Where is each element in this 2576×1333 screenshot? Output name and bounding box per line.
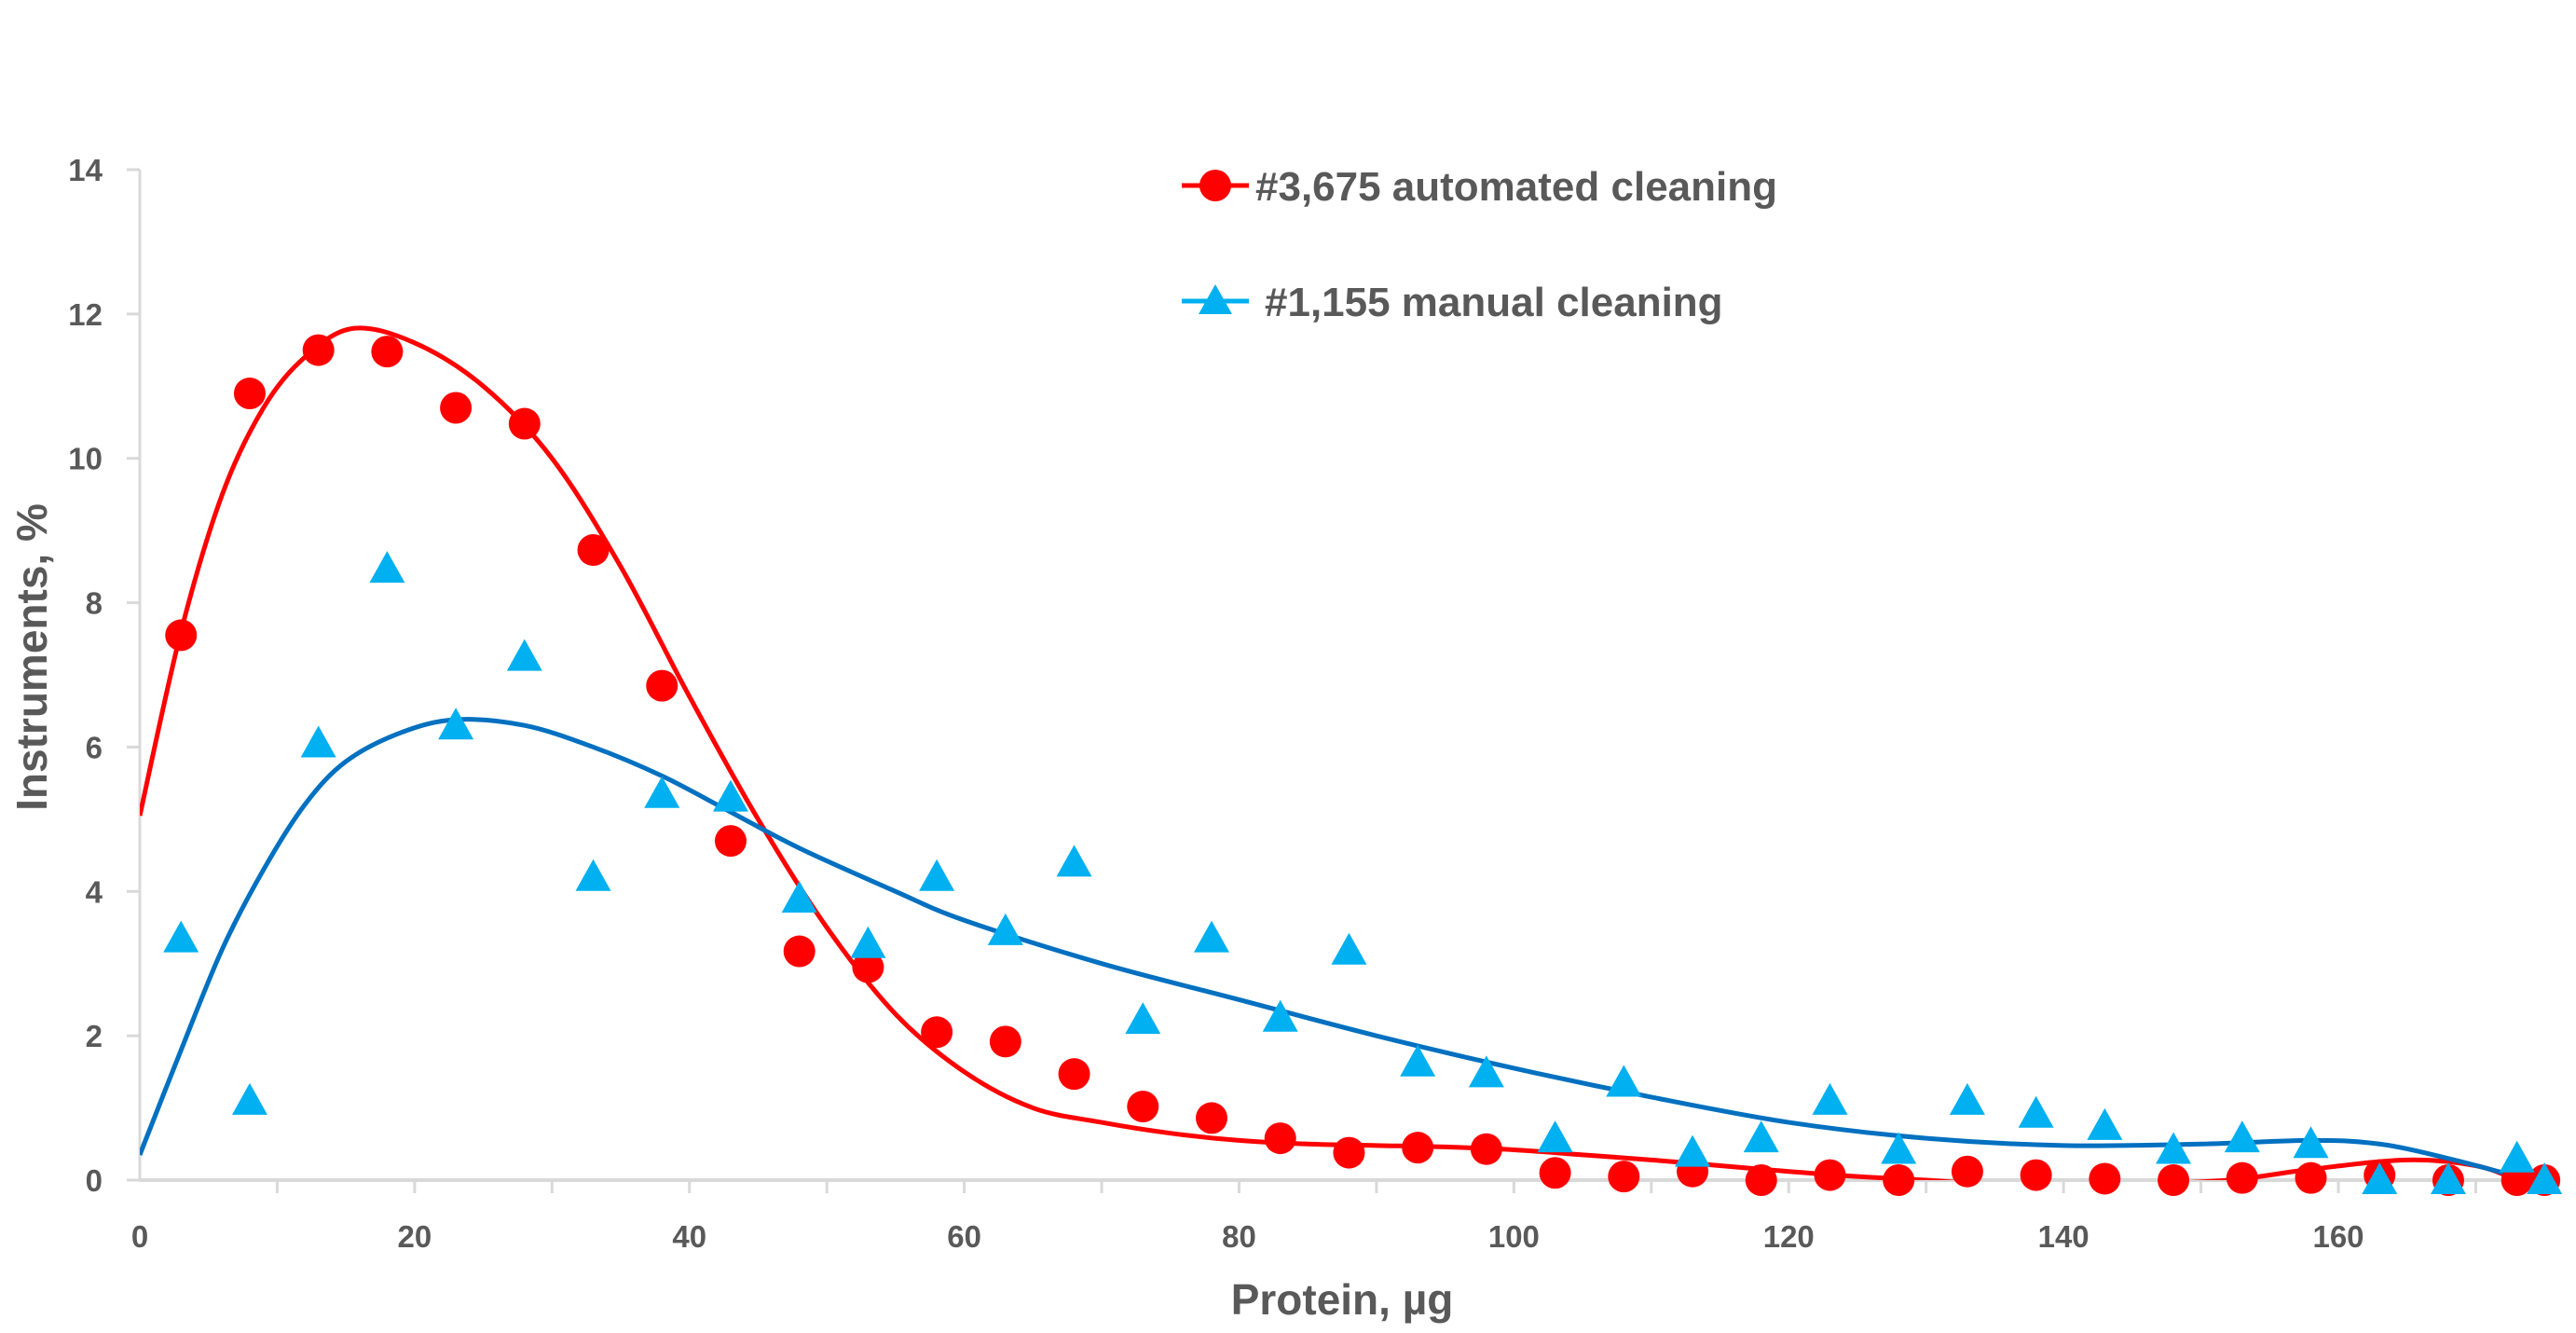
data-point-triangle: [506, 639, 542, 671]
data-point-triangle: [438, 708, 474, 740]
data-point-triangle: [2087, 1107, 2123, 1140]
data-point-circle: [577, 534, 610, 567]
data-point-circle: [1333, 1136, 1365, 1169]
data-point-triangle: [2362, 1162, 2398, 1194]
data-point-triangle: [1194, 920, 1230, 953]
data-point-triangle: [2527, 1162, 2563, 1194]
data-point-circle: [2158, 1164, 2190, 1196]
data-point-circle: [1058, 1058, 1090, 1091]
data-point-triangle: [575, 859, 611, 891]
data-point-triangle: [1537, 1120, 1573, 1153]
data-point-triangle: [1331, 932, 1367, 965]
data-point-circle: [1539, 1157, 1571, 1189]
data-point-triangle: [1125, 1002, 1161, 1035]
data-point-circle: [1951, 1155, 1983, 1188]
data-point-triangle: [1262, 999, 1298, 1032]
y-tick-label: 14: [68, 153, 103, 187]
data-point-circle: [1814, 1159, 1846, 1191]
legend: #3,675 automated cleaning #1,155 manual …: [1182, 164, 1777, 325]
data-point-triangle: [2499, 1140, 2535, 1173]
data-point-triangle: [1675, 1134, 1711, 1167]
y-tick-label: 10: [68, 442, 103, 476]
data-point-triangle: [2430, 1162, 2466, 1194]
trend-lines: [140, 325, 2518, 1180]
data-point-triangle: [1743, 1120, 1779, 1153]
x-tick-label: 60: [947, 1219, 981, 1254]
data-point-triangle: [1468, 1055, 1504, 1088]
y-axis-title: Instruments, %: [7, 503, 56, 811]
data-point-circle: [1196, 1102, 1228, 1134]
y-tick-label: 2: [86, 1019, 103, 1053]
data-point-triangle: [1056, 845, 1092, 877]
data-point-circle: [714, 825, 747, 858]
x-tick-label: 20: [398, 1219, 432, 1254]
legend-label-automated: #3,675 automated cleaning: [1255, 164, 1777, 210]
data-point-circle: [165, 619, 198, 652]
data-point-triangle: [850, 926, 886, 958]
data-point-triangle: [1606, 1065, 1642, 1097]
data-point-circle: [233, 378, 266, 410]
data-point-circle: [989, 1025, 1021, 1058]
y-tick-label: 8: [86, 586, 103, 621]
data-point-circle: [921, 1016, 953, 1049]
data-point-triangle: [1812, 1082, 1848, 1115]
data-point-triangle: [163, 920, 199, 953]
x-tick-label: 0: [131, 1219, 148, 1254]
data-point-circle: [1608, 1161, 1640, 1193]
data-point-triangle: [2224, 1120, 2260, 1153]
y-tick-label: 12: [68, 297, 103, 332]
data-point-circle: [2089, 1162, 2121, 1195]
x-tick-label: 120: [1763, 1219, 1815, 1254]
data-point-triangle: [1949, 1082, 1985, 1115]
data-point-circle: [1264, 1122, 1296, 1155]
data-point-triangle: [2156, 1132, 2192, 1164]
x-tick-label: 100: [1488, 1219, 1540, 1254]
data-point-circle: [1470, 1133, 1502, 1165]
legend-item-automated: #3,675 automated cleaning: [1182, 164, 1777, 210]
x-axis-title: Protein, µg: [1231, 1275, 1454, 1324]
data-point-triangle: [644, 776, 680, 808]
data-point-circle: [1127, 1091, 1159, 1123]
data-point-circle: [646, 669, 678, 702]
data-point-circle: [302, 334, 335, 366]
y-tick-label: 0: [86, 1163, 103, 1198]
legend-item-manual: #1,155 manual cleaning: [1182, 280, 1723, 325]
trend-line-series-1: [140, 717, 2518, 1179]
data-point-circle: [783, 935, 815, 968]
data-point-circle: [2020, 1159, 2052, 1191]
data-point-triangle: [1400, 1044, 1436, 1077]
data-point-triangle: [781, 881, 817, 914]
data-point-circle: [508, 407, 541, 440]
data-point-triangle: [712, 779, 748, 812]
data-point-circle: [440, 392, 473, 424]
data-point-circle: [2226, 1161, 2258, 1194]
data-point-circle: [852, 951, 884, 983]
data-points: [163, 334, 2563, 1196]
legend-label-manual: #1,155 manual cleaning: [1265, 280, 1723, 325]
data-point-triangle: [1881, 1132, 1917, 1164]
y-tick-label: 4: [86, 874, 103, 909]
data-point-triangle: [987, 913, 1023, 945]
data-point-triangle: [2018, 1095, 2054, 1128]
data-point-circle: [1402, 1132, 1434, 1164]
data-point-circle: [2295, 1161, 2327, 1194]
x-tick-label: 160: [2312, 1219, 2364, 1254]
y-tick-label: 6: [86, 730, 103, 764]
data-point-triangle: [300, 725, 336, 758]
data-point-circle: [1745, 1164, 1777, 1196]
trend-line-series-0: [140, 325, 2518, 1180]
data-point-circle: [1883, 1164, 1915, 1196]
x-tick-label: 140: [2038, 1219, 2090, 1254]
data-point-triangle: [2293, 1126, 2329, 1159]
data-point-triangle: [369, 551, 405, 584]
data-point-circle: [371, 336, 404, 368]
x-tick-label: 80: [1222, 1219, 1256, 1254]
data-point-triangle: [919, 859, 955, 891]
legend-triangle-icon: [1199, 284, 1232, 314]
x-tick-label: 40: [672, 1219, 706, 1254]
data-point-triangle: [231, 1082, 267, 1115]
legend-circle-icon: [1199, 170, 1231, 201]
